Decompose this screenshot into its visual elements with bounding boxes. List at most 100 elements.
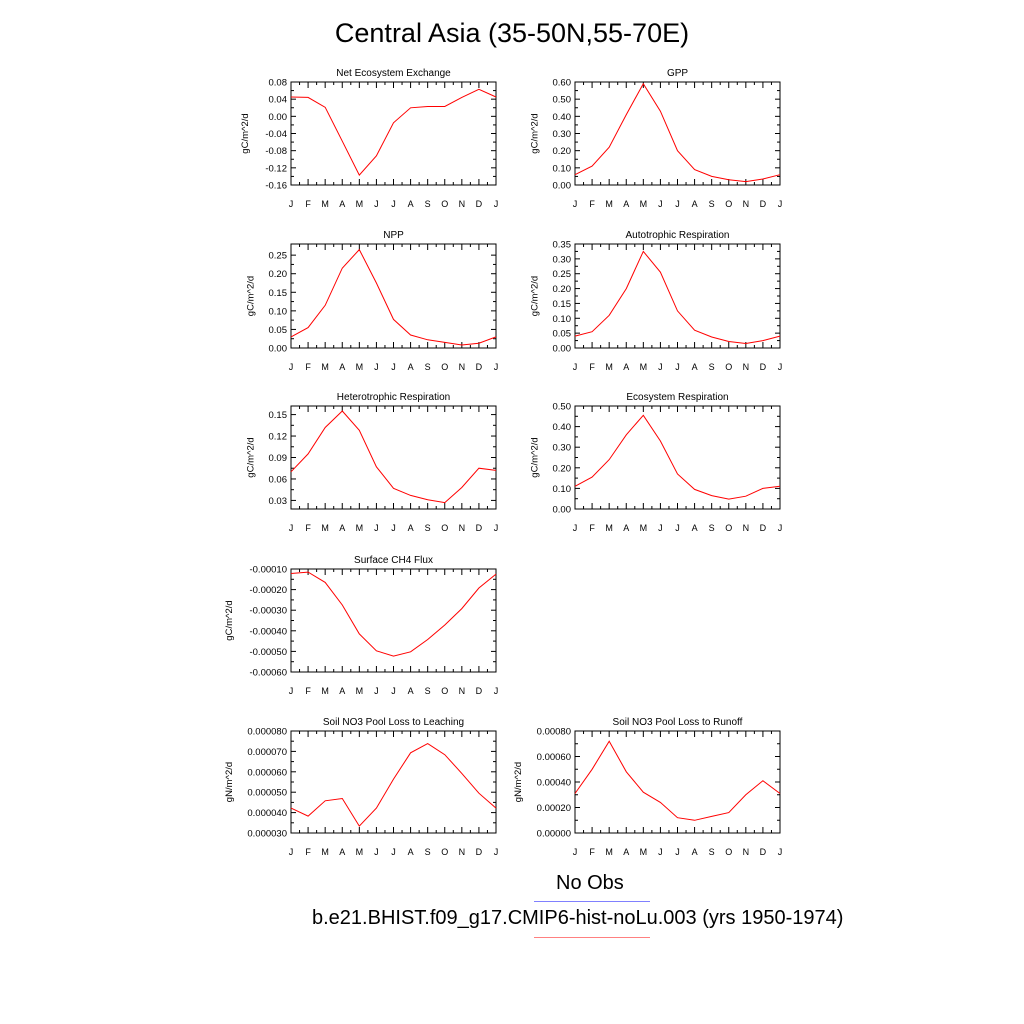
y-axis-label: gC/m^2/d	[529, 113, 540, 153]
x-tick-label: D	[760, 523, 767, 533]
x-tick-label: M	[605, 199, 613, 209]
x-tick-label: O	[725, 523, 732, 533]
x-tick-label: J	[675, 523, 680, 533]
x-tick-label: D	[476, 199, 483, 209]
x-tick-label: O	[725, 362, 732, 372]
y-tick-label: 0.00040	[537, 778, 571, 789]
plot-frame	[290, 81, 497, 186]
x-tick-label: O	[441, 686, 448, 696]
x-tick-label: J	[573, 847, 578, 857]
x-tick-label: J	[494, 523, 499, 533]
x-tick-label: J	[675, 199, 680, 209]
x-tick-label: F	[305, 686, 311, 696]
x-tick-label: O	[441, 847, 448, 857]
y-tick-label: 0.03	[269, 496, 288, 507]
y-tick-label: 0.000070	[247, 747, 287, 758]
x-tick-label: O	[725, 847, 732, 857]
x-tick-label: M	[356, 199, 364, 209]
x-tick-label: D	[476, 362, 483, 372]
x-tick-label: A	[692, 199, 698, 209]
y-tick-label: 0.12	[269, 432, 288, 443]
y-tick-label: 0.30	[553, 254, 572, 265]
x-tick-label: S	[425, 523, 431, 533]
x-tick-label: N	[459, 362, 466, 372]
x-tick-label: J	[289, 199, 294, 209]
x-tick-label: J	[778, 362, 783, 372]
y-tick-label: 0.00020	[537, 803, 571, 814]
x-tick-label: J	[289, 847, 294, 857]
plot-frame	[574, 81, 781, 186]
x-tick-label: N	[743, 847, 750, 857]
x-tick-label: O	[725, 199, 732, 209]
x-tick-label: A	[692, 362, 698, 372]
y-tick-label: 0.50	[553, 95, 572, 106]
legend-model-label: b.e21.BHIST.f09_g17.CMIP6-hist-noLu.003 …	[312, 907, 844, 929]
x-tick-label: J	[778, 199, 783, 209]
y-tick-label: 0.05	[269, 325, 288, 336]
chart-title: Net Ecosystem Exchange	[336, 68, 451, 79]
x-tick-label: J	[391, 847, 396, 857]
y-axis-label: gC/m^2/d	[240, 113, 251, 153]
x-tick-label: J	[573, 199, 578, 209]
x-tick-label: J	[573, 362, 578, 372]
legend-obs-line	[534, 901, 650, 902]
plot-frame	[290, 243, 497, 349]
x-tick-label: M	[356, 847, 364, 857]
x-tick-label: F	[589, 199, 595, 209]
y-tick-label: 0.15	[269, 288, 288, 299]
y-tick-label: 0.08	[269, 78, 288, 89]
x-tick-label: M	[321, 847, 329, 857]
y-tick-label: 0.15	[269, 410, 288, 421]
x-tick-label: M	[321, 523, 329, 533]
x-tick-label: J	[289, 362, 294, 372]
y-tick-label: 0.10	[553, 314, 572, 325]
x-tick-label: J	[573, 523, 578, 533]
y-tick-label: -0.00020	[249, 585, 287, 596]
x-tick-label: A	[339, 523, 345, 533]
x-tick-label: J	[289, 686, 294, 696]
y-axis-label: gC/m^2/d	[529, 276, 540, 316]
x-tick-label: M	[356, 686, 364, 696]
data-series-line	[290, 571, 497, 657]
x-tick-label: A	[623, 847, 629, 857]
y-tick-label: 0.20	[553, 146, 572, 157]
plot-frame	[290, 405, 497, 510]
chart-title: Ecosystem Respiration	[626, 392, 728, 403]
x-tick-label: J	[391, 362, 396, 372]
plot-frame	[574, 405, 781, 510]
x-tick-label: J	[778, 847, 783, 857]
y-tick-label: 0.20	[269, 269, 288, 280]
data-series-line	[574, 82, 781, 183]
x-tick-label: A	[408, 847, 414, 857]
data-series-line	[574, 740, 781, 821]
chart-title: NPP	[383, 230, 404, 241]
x-tick-label: J	[374, 847, 379, 857]
x-tick-label: D	[760, 847, 767, 857]
y-tick-label: 0.10	[553, 484, 572, 495]
y-tick-label: 0.00	[553, 181, 572, 192]
y-tick-label: 0.05	[553, 329, 572, 340]
x-tick-label: S	[425, 199, 431, 209]
x-tick-label: A	[339, 847, 345, 857]
x-tick-label: N	[743, 362, 750, 372]
x-tick-label: D	[760, 362, 767, 372]
x-tick-label: S	[425, 686, 431, 696]
chart-title: Autotrophic Respiration	[626, 230, 730, 241]
y-tick-label: 0.25	[269, 251, 288, 262]
x-tick-label: J	[658, 199, 663, 209]
y-tick-label: 0.000050	[247, 788, 287, 799]
chart-title: Surface CH4 Flux	[354, 555, 433, 566]
data-series-line	[290, 410, 497, 504]
x-tick-label: M	[640, 847, 648, 857]
x-tick-label: J	[391, 686, 396, 696]
x-tick-label: S	[709, 199, 715, 209]
x-tick-label: M	[605, 362, 613, 372]
main-title: Central Asia (35-50N,55-70E)	[334, 18, 690, 48]
